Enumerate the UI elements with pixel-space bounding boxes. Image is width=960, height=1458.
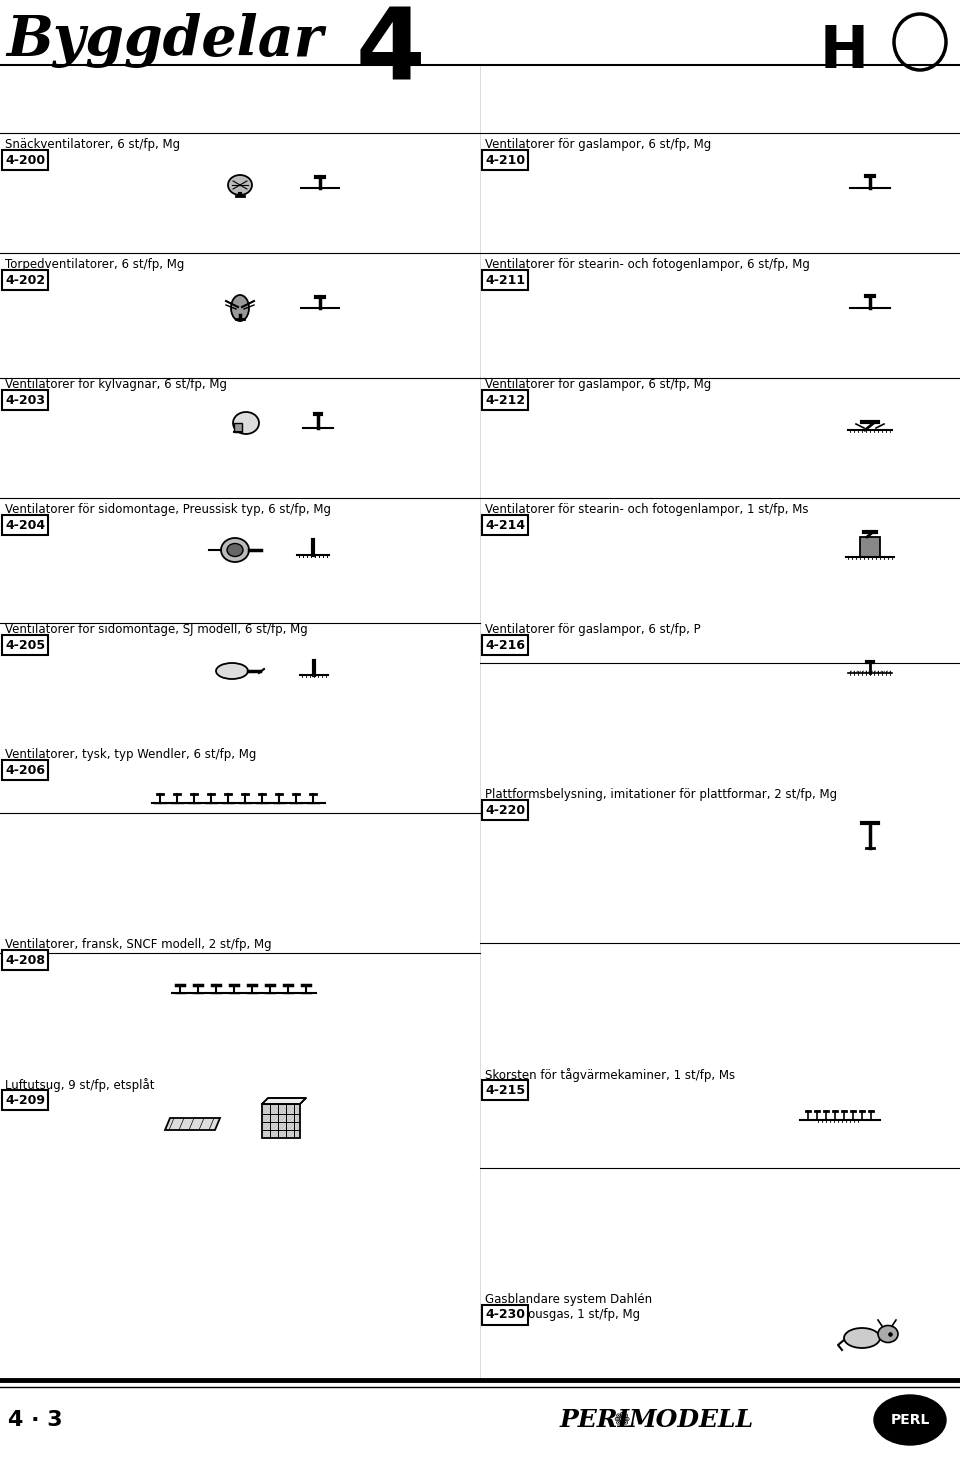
Text: Ventilatorer för sidomontage, Preussisk typ, 6 st/fp, Mg: Ventilatorer för sidomontage, Preussisk … [5,503,331,516]
Text: Ventilatorer för sidomontage, SJ modell, 6 st/fp, Mg: Ventilatorer för sidomontage, SJ modell,… [5,623,308,636]
Text: Snäckventilatorer, 6 st/fp, Mg: Snäckventilatorer, 6 st/fp, Mg [5,139,180,152]
Text: Gasblandare system Dahlén
för dissousgas, 1 st/fp, Mg: Gasblandare system Dahlén för dissousgas… [485,1293,652,1321]
Text: 4 · 3: 4 · 3 [8,1410,62,1430]
Ellipse shape [221,538,249,561]
Text: Luftutsug, 9 st/fp, etsplåt: Luftutsug, 9 st/fp, etsplåt [5,1077,155,1092]
Text: 4-205: 4-205 [5,639,45,652]
Bar [262,1104,300,1139]
Text: 4-212: 4-212 [485,394,525,407]
Text: 4-202: 4-202 [5,274,45,287]
Text: 4-214: 4-214 [485,519,525,532]
Text: Ventilatorer för stearin- och fotogenlampor, 1 st/fp, Ms: Ventilatorer för stearin- och fotogenlam… [485,503,808,516]
Text: Ventilatorer för gaslampor, 6 st/fp, Mg: Ventilatorer för gaslampor, 6 st/fp, Mg [485,139,711,152]
Text: Ventilatorer för stearin- och fotogenlampor, 6 st/fp, Mg: Ventilatorer för stearin- och fotogenlam… [485,258,810,271]
Text: 4-211: 4-211 [485,274,525,287]
Text: MODELL: MODELL [629,1408,755,1432]
Text: Ventilatorer, fransk, SNCF modell, 2 st/fp, Mg: Ventilatorer, fransk, SNCF modell, 2 st/… [5,937,272,951]
Text: H: H [820,23,869,80]
Ellipse shape [901,20,939,63]
Text: Ventilatorer för gaslampor, 6 st/fp, P: Ventilatorer för gaslampor, 6 st/fp, P [485,623,701,636]
Text: Byggdelar: Byggdelar [6,13,323,69]
Text: Skorsten för tågvärmekaminer, 1 st/fp, Ms: Skorsten för tågvärmekaminer, 1 st/fp, M… [485,1069,735,1082]
Ellipse shape [878,1325,898,1343]
Text: Ventilatorer för kylvagnar, 6 st/fp, Mg: Ventilatorer för kylvagnar, 6 st/fp, Mg [5,378,227,391]
Text: 4-208: 4-208 [5,954,45,967]
Polygon shape [262,1098,306,1104]
Ellipse shape [227,544,243,557]
Text: Ventilatorer, tysk, typ Wendler, 6 st/fp, Mg: Ventilatorer, tysk, typ Wendler, 6 st/fp… [5,748,256,761]
Text: 4-215: 4-215 [485,1083,525,1096]
Text: Plattformsbelysning, imitationer för plattformar, 2 st/fp, Mg: Plattformsbelysning, imitationer för pla… [485,787,837,800]
Text: 4-216: 4-216 [485,639,525,652]
Text: PERL: PERL [890,1413,929,1427]
Ellipse shape [233,413,259,434]
Ellipse shape [228,175,252,195]
Text: ❁: ❁ [613,1410,630,1429]
Text: Ventilatorer för gaslampor, 6 st/fp, Mg: Ventilatorer för gaslampor, 6 st/fp, Mg [485,378,711,391]
Text: 4-200: 4-200 [5,153,45,166]
Text: 4-209: 4-209 [5,1094,45,1107]
Text: Torpedventilatorer, 6 st/fp, Mg: Torpedventilatorer, 6 st/fp, Mg [5,258,184,271]
Polygon shape [165,1118,220,1130]
Ellipse shape [231,295,249,321]
Text: 4-203: 4-203 [5,394,45,407]
Ellipse shape [874,1395,946,1445]
Text: 4-220: 4-220 [485,803,525,816]
Text: 4-204: 4-204 [5,519,45,532]
Text: PERL: PERL [560,1408,636,1432]
Bar [234,423,242,432]
Bar [860,537,880,557]
Ellipse shape [844,1328,880,1349]
Text: 4-230: 4-230 [485,1308,525,1321]
Text: 4: 4 [355,3,424,101]
Text: 4-210: 4-210 [485,153,525,166]
Text: 4-206: 4-206 [5,764,45,777]
Ellipse shape [216,663,248,679]
